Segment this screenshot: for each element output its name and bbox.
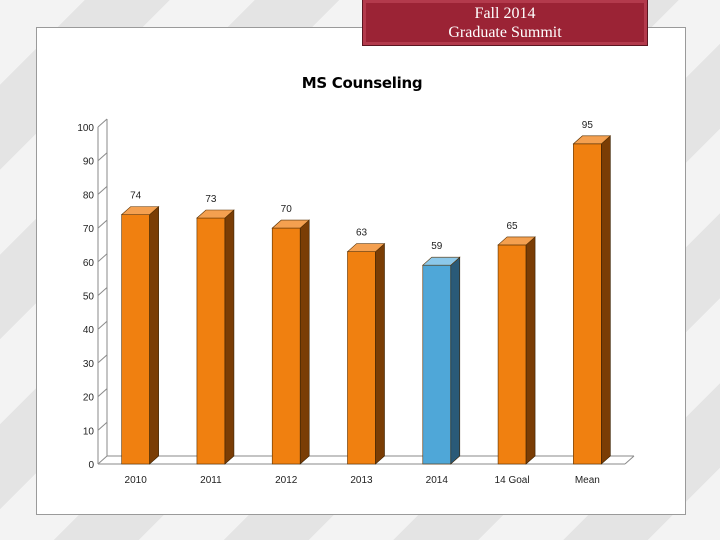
- x-tick-label: 2012: [275, 475, 298, 486]
- bar-front: [271, 227, 301, 465]
- data-label: 70: [281, 204, 293, 215]
- bar-side: [375, 243, 385, 465]
- y-tick-label: 70: [83, 224, 95, 235]
- y-tick-label: 80: [83, 190, 95, 201]
- bar-front: [422, 264, 452, 465]
- x-tick-label: 2013: [350, 475, 373, 486]
- y-tick-mark: [97, 287, 108, 296]
- y-tick-label: 60: [83, 258, 95, 269]
- data-label: 73: [205, 194, 217, 205]
- y-tick-mark: [97, 118, 108, 128]
- labels-layer: 74 2010 73 2011 70 2012 63 2013 59 2014 65 14 Goal 9…: [125, 120, 600, 486]
- x-tick-label: 2011: [200, 475, 222, 486]
- data-label: 74: [130, 191, 142, 202]
- title-banner: Fall 2014 Graduate Summit: [362, 0, 648, 46]
- bar-side: [525, 236, 536, 465]
- x-tick-label: 14 Goal: [495, 475, 530, 486]
- bar-mean: [572, 135, 612, 465]
- bar-side: [224, 209, 235, 465]
- bar-front: [121, 214, 150, 465]
- data-label: 63: [356, 228, 368, 239]
- y-tick-mark: [97, 421, 108, 431]
- bar-side: [149, 205, 159, 465]
- floor-edge-line: [624, 455, 635, 465]
- bar-side: [601, 135, 611, 465]
- y-tick-mark: [97, 455, 108, 465]
- y-tick-mark: [97, 354, 108, 364]
- y-tick-label: 30: [83, 359, 95, 370]
- y-tick-label: 0: [88, 460, 94, 471]
- y-tick-mark: [97, 253, 108, 263]
- y-tick-label: 50: [83, 292, 95, 303]
- bar-top: [497, 236, 536, 246]
- y-tick-mark: [97, 388, 108, 397]
- y-tick-label: 90: [83, 157, 95, 168]
- y-tick-mark: [97, 320, 108, 330]
- bar-2010: [120, 205, 160, 465]
- data-label: 65: [507, 221, 519, 232]
- bar-2013: [346, 243, 386, 465]
- y-tick-label: 10: [83, 426, 95, 437]
- bar-top: [572, 135, 612, 145]
- y-tick-label: 40: [83, 325, 95, 336]
- bar-14-goal: [497, 236, 536, 465]
- bar-front: [497, 244, 527, 465]
- banner-line-2: Graduate Summit: [448, 24, 562, 41]
- y-tick-label: 20: [83, 393, 95, 404]
- chart-title: MS Counseling: [301, 74, 423, 92]
- banner-line-1: Fall 2014: [474, 5, 536, 22]
- x-tick-label: 2010: [125, 475, 148, 486]
- bar-2011: [196, 209, 235, 465]
- data-label: 59: [431, 241, 443, 252]
- bar-top: [120, 206, 160, 215]
- data-label: 95: [582, 120, 594, 131]
- y-tick-mark: [97, 152, 108, 162]
- bar-top: [346, 243, 386, 252]
- bar-2014: [421, 256, 461, 465]
- y-tick-label: 100: [77, 123, 94, 134]
- y-tick-mark: [97, 186, 108, 195]
- x-tick-label: Mean: [575, 475, 600, 486]
- bar-front: [573, 143, 602, 465]
- y-tick-mark: [97, 219, 108, 229]
- bar-top: [196, 209, 235, 219]
- x-tick-label: 2014: [426, 475, 449, 486]
- bar-top: [271, 219, 311, 229]
- bar-side: [299, 219, 310, 465]
- bar-top: [421, 256, 461, 266]
- bar-side: [450, 256, 461, 465]
- bars-layer: [120, 135, 612, 465]
- bar-front: [196, 217, 226, 465]
- bar-2012: [271, 219, 311, 465]
- bar-front: [347, 251, 376, 465]
